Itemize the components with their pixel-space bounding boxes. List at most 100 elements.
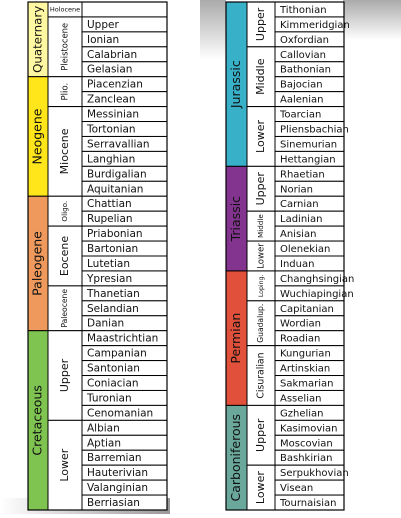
age-label: Gzhelian — [280, 408, 324, 419]
age-label: Berriasian — [87, 497, 140, 509]
age-label: Tournaisian — [279, 498, 337, 509]
period-label: Carboniferous — [228, 414, 243, 502]
age-label: Wordian — [280, 319, 321, 330]
age-label: Callovian — [280, 50, 326, 61]
age-label: Burdigalian — [87, 168, 147, 180]
epoch-cell — [47, 330, 83, 421]
epoch-label: Pleistocene — [60, 23, 70, 71]
age-label: Danian — [87, 318, 124, 330]
age-label: Aptian — [87, 437, 121, 449]
age-cell — [81, 1, 168, 18]
epoch-label: Miocene — [58, 128, 71, 174]
age-label: Albian — [87, 422, 120, 434]
period-label: Quaternary — [31, 6, 45, 73]
period-label: Jurassic — [228, 60, 243, 109]
epoch-label: Upper — [58, 358, 71, 392]
epoch-label: Upper — [254, 418, 267, 452]
age-label: Selandian — [87, 303, 139, 315]
age-label: Artinskian — [280, 364, 330, 375]
period-label: Permian — [228, 313, 243, 364]
age-label: Carnian — [280, 199, 319, 210]
age-label: Campanian — [87, 348, 147, 360]
age-label: Chattian — [87, 198, 132, 210]
age-label: Wuchiapingian — [280, 289, 354, 300]
epoch-label: Upper — [254, 172, 267, 206]
age-label: Zanclean — [87, 94, 136, 106]
epoch-cell — [246, 1, 276, 48]
age-label: Capitanian — [280, 304, 334, 315]
epoch-label: Middle — [254, 58, 267, 95]
age-label: Aquitanian — [87, 183, 143, 195]
age-label: Ypresian — [86, 273, 132, 285]
age-label: Gelasian — [87, 64, 132, 76]
age-label: Toarcian — [279, 110, 321, 121]
age-label: Pliensbachian — [280, 125, 349, 136]
age-label: Rhaetian — [280, 169, 325, 180]
epoch-label: Eocene — [58, 236, 71, 276]
epoch-label: Loping. — [258, 275, 265, 298]
age-label: Cenomanian — [87, 407, 153, 419]
age-label: Tortonian — [86, 124, 136, 136]
age-label: Changhsingian — [280, 274, 354, 285]
epoch-label: Middle — [256, 214, 265, 238]
age-label: Visean — [280, 483, 313, 494]
epoch-label: Oligo. — [60, 201, 69, 222]
age-label: Rupelian — [87, 213, 133, 225]
age-label: Maastrichtian — [87, 333, 158, 345]
age-label: Aalenian — [280, 95, 323, 106]
age-label: Turonian — [86, 392, 132, 404]
age-label: Moscovian — [280, 438, 333, 449]
age-label: Bashkirian — [280, 453, 332, 464]
epoch-cell — [47, 225, 83, 287]
age-label: Bathonian — [280, 65, 331, 76]
age-label: Kimmeridgian — [280, 20, 350, 31]
age-label: Sakmarian — [280, 379, 334, 390]
age-label: Serravallian — [87, 138, 150, 150]
period-label: Paleogene — [30, 231, 45, 296]
age-label: Coniacian — [87, 378, 139, 390]
age-label: Santonian — [87, 363, 140, 375]
age-label: Hettangian — [280, 154, 336, 165]
table-border — [27, 1, 168, 511]
age-label: Lutetian — [87, 258, 130, 270]
age-label: Messinian — [87, 109, 139, 121]
age-label: Oxfordian — [280, 35, 329, 46]
age-label: Priabonian — [87, 228, 143, 240]
age-label: Piacenzian — [87, 79, 143, 91]
epoch-label: Guadalup. — [256, 304, 265, 343]
age-label: Norian — [280, 184, 313, 195]
age-label: Bajocian — [280, 80, 323, 91]
age-label: Tithonian — [279, 5, 327, 16]
age-label: Valanginian — [87, 482, 148, 494]
age-label: Asselian — [280, 393, 321, 404]
epoch-cell — [47, 285, 83, 332]
epoch-label: Holocene — [50, 5, 80, 13]
epoch-label: Lower — [257, 243, 267, 269]
age-label: Thanetian — [86, 288, 140, 300]
age-label: Barremian — [87, 452, 142, 464]
age-label: Kasimovian — [280, 423, 338, 434]
epoch-cell — [246, 464, 276, 511]
epoch-label: Lower — [254, 471, 267, 504]
age-label: Olenekian — [280, 244, 330, 255]
age-label: Kungurian — [280, 349, 331, 360]
epoch-label: Upper — [254, 7, 267, 41]
shadow — [343, 0, 401, 40]
age-label: Upper — [87, 19, 119, 31]
shadow — [200, 0, 226, 60]
epoch-label: Lower — [254, 120, 267, 153]
period-label: Cretaceous — [30, 385, 45, 456]
age-label: Bartonian — [87, 243, 138, 255]
age-label: Ionian — [87, 34, 119, 46]
age-label: Serpukhovian — [280, 468, 349, 479]
epoch-label: Lower — [58, 448, 71, 481]
age-label: Sinemurian — [280, 139, 337, 150]
epoch-label: Paleocene — [60, 289, 69, 328]
period-label: Neogene — [30, 108, 45, 164]
epoch-cell — [47, 76, 83, 108]
period-label: Triassic — [228, 196, 243, 243]
age-label: Ladinian — [280, 214, 322, 225]
age-label: Roadian — [280, 334, 320, 345]
epoch-cell — [246, 210, 276, 242]
